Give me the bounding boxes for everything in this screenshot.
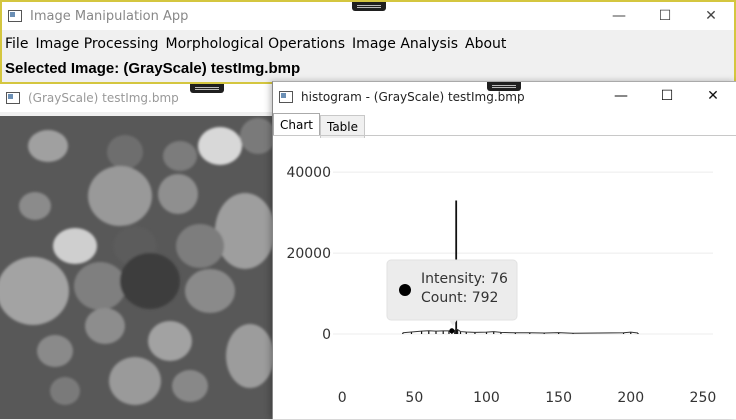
menu-file[interactable]: File — [5, 36, 29, 52]
histogram-drag-handle[interactable] — [487, 82, 521, 91]
image-window: (GrayScale) testImg.bmp — [0, 84, 275, 419]
histogram-titlebar[interactable]: histogram - (GrayScale) testImg.bmp — ☐ … — [273, 82, 736, 112]
menu-bar: File Image Processing Morphological Oper… — [2, 33, 510, 55]
maximize-icon[interactable]: ☐ — [658, 8, 672, 24]
histogram-tabs: Chart Table — [273, 113, 366, 138]
x-tick-label: 100 — [473, 390, 500, 406]
main-window-title: Image Manipulation App — [30, 8, 189, 24]
image-window-title: (GrayScale) testImg.bmp — [28, 91, 179, 105]
tab-table[interactable]: Table — [319, 115, 366, 138]
tooltip-pointer — [449, 320, 457, 326]
menu-image-processing[interactable]: Image Processing — [35, 36, 159, 52]
grayscale-image — [0, 116, 275, 419]
histogram-maximize-icon[interactable]: ☐ — [660, 88, 674, 104]
menu-about[interactable]: About — [465, 36, 507, 52]
x-tick-label: 200 — [617, 390, 644, 406]
y-tick-label: 40000 — [286, 165, 331, 181]
main-window: Image Manipulation App — ☐ ✕ File Image … — [0, 0, 736, 84]
histogram-chart[interactable]: 0 20000 40000 0 50 100 150 200 250 Intensity: 7… — [273, 136, 736, 420]
histogram-window-title: histogram - (GrayScale) testImg.bmp — [301, 90, 525, 104]
tooltip-count: Count: 792 — [421, 290, 498, 306]
x-tick-label: 250 — [690, 390, 717, 406]
histogram-minimize-icon[interactable]: — — [614, 88, 628, 104]
close-icon[interactable]: ✕ — [705, 8, 717, 24]
histogram-series-line — [402, 328, 639, 334]
histogram-window-icon — [279, 91, 293, 103]
minimize-icon[interactable]: — — [612, 8, 626, 24]
menu-image-analysis[interactable]: Image Analysis — [352, 36, 459, 52]
menu-morphological-operations[interactable]: Morphological Operations — [165, 36, 346, 52]
main-titlebar[interactable]: Image Manipulation App — ☐ ✕ — [2, 2, 734, 30]
histogram-close-icon[interactable]: ✕ — [707, 88, 719, 104]
image-window-icon — [6, 92, 20, 104]
window-drag-handle[interactable] — [352, 2, 386, 11]
histogram-window: histogram - (GrayScale) testImg.bmp — ☐ … — [272, 81, 736, 419]
hovered-point[interactable] — [449, 328, 455, 334]
x-tick-label: 50 — [405, 390, 423, 406]
tab-divider — [273, 135, 736, 136]
y-tick-label: 20000 — [286, 246, 331, 262]
histogram-tooltip: Intensity: 76 Count: 792 — [386, 259, 518, 326]
x-tick-label: 150 — [545, 390, 572, 406]
app-window-icon — [8, 10, 22, 22]
x-tick-label: 0 — [338, 390, 347, 406]
tab-chart[interactable]: Chart — [273, 113, 320, 136]
tooltip-series-marker — [399, 284, 411, 296]
tooltip-intensity: Intensity: 76 — [421, 271, 508, 287]
y-tick-label: 0 — [322, 327, 331, 343]
image-window-drag-handle[interactable] — [190, 84, 224, 93]
image-titlebar[interactable]: (GrayScale) testImg.bmp — [0, 84, 275, 112]
selected-image-label: Selected Image: (GrayScale) testImg.bmp — [5, 60, 301, 77]
